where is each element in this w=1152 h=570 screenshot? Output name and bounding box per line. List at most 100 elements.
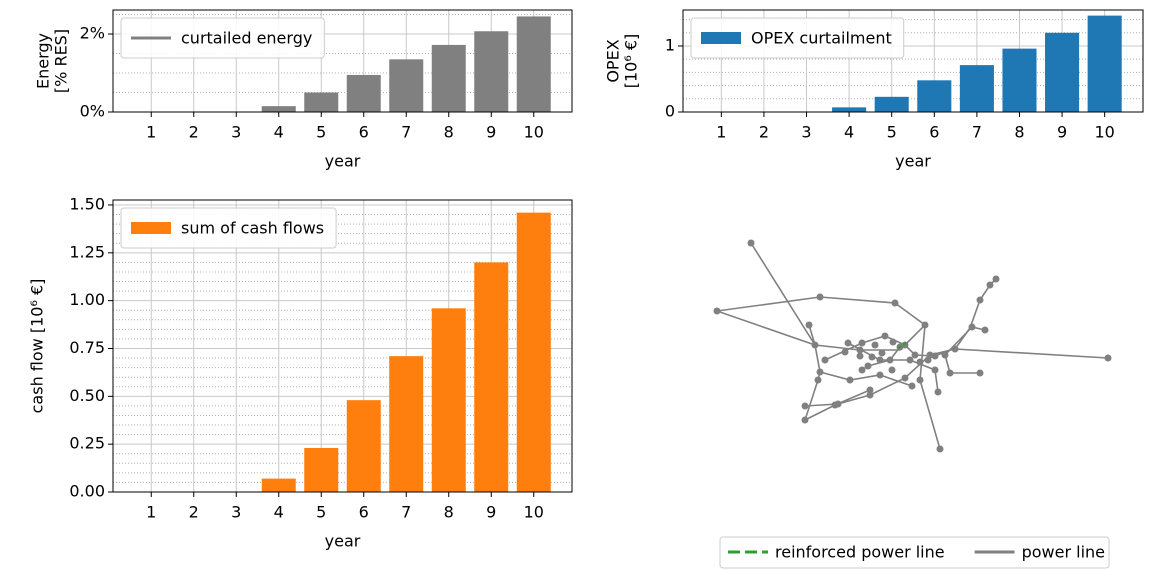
network-node xyxy=(921,321,929,329)
bar xyxy=(431,308,466,492)
network-node xyxy=(986,281,994,289)
network-node xyxy=(901,374,909,382)
y-axis-label: OPEX xyxy=(604,39,623,82)
x-tick-label: 3 xyxy=(231,503,241,522)
network-node xyxy=(856,352,864,360)
legend-label: reinforced power line xyxy=(775,543,945,562)
network-node xyxy=(713,307,721,315)
x-tick-label: 4 xyxy=(274,503,284,522)
bar xyxy=(304,447,339,492)
bar xyxy=(389,356,424,492)
y-tick-label: 0.00 xyxy=(69,482,105,501)
bar xyxy=(959,65,994,112)
x-tick-label: 6 xyxy=(359,123,369,142)
axes-frame xyxy=(112,9,573,113)
x-tick-label: 1 xyxy=(146,123,156,142)
network-node xyxy=(891,299,899,307)
network-node xyxy=(876,356,884,364)
legend-marker xyxy=(701,32,741,44)
network-node xyxy=(871,341,879,349)
network-node xyxy=(934,388,942,396)
bar xyxy=(1045,32,1080,112)
legend-box xyxy=(690,17,905,59)
network-node xyxy=(992,275,1000,283)
x-tick-label: 5 xyxy=(887,123,897,142)
network-node xyxy=(868,353,876,361)
network-node xyxy=(889,338,897,346)
network-node xyxy=(924,356,932,364)
network-node xyxy=(814,376,822,384)
network-node xyxy=(846,376,854,384)
y-axis-label: [% RES] xyxy=(52,29,71,93)
y-tick-label: 1.00 xyxy=(69,290,105,309)
network-node xyxy=(866,391,874,399)
x-tick-label: 4 xyxy=(844,123,854,142)
legend-label: power line xyxy=(1022,543,1105,562)
network-node xyxy=(858,339,866,347)
legend-box xyxy=(719,536,1110,569)
network-node xyxy=(908,382,916,390)
network-node xyxy=(911,351,919,359)
bar xyxy=(917,80,952,112)
x-tick-label: 10 xyxy=(524,123,544,142)
x-axis-label: year xyxy=(895,152,931,171)
x-tick-label: 8 xyxy=(444,123,454,142)
legend-box xyxy=(120,17,325,59)
x-tick-label: 5 xyxy=(316,123,326,142)
bar xyxy=(1087,15,1122,113)
network-node xyxy=(906,356,914,364)
axes-frame xyxy=(682,9,1144,113)
network-node xyxy=(816,368,824,376)
y-tick-label: 1 xyxy=(665,35,675,54)
power-line xyxy=(819,371,913,387)
y-axis-label: [10⁶ €] xyxy=(622,34,641,89)
reinforced-power-line xyxy=(897,342,907,349)
network-node xyxy=(916,358,924,366)
legend-label: sum of cash flows xyxy=(181,219,324,238)
bar xyxy=(1002,48,1037,112)
x-tick-label: 8 xyxy=(1014,123,1024,142)
network-node xyxy=(844,339,852,347)
network-node xyxy=(878,349,886,357)
network-node xyxy=(946,369,954,377)
bar xyxy=(474,31,509,112)
x-tick-label: 1 xyxy=(716,123,726,142)
x-tick-label: 10 xyxy=(524,503,544,522)
x-tick-label: 1 xyxy=(146,503,156,522)
y-tick-label: 0.50 xyxy=(69,386,105,405)
bar xyxy=(516,16,551,113)
x-tick-label: 9 xyxy=(486,503,496,522)
network-node xyxy=(886,356,894,364)
x-tick-label: 3 xyxy=(231,123,241,142)
network-node xyxy=(916,376,924,384)
x-tick-label: 9 xyxy=(1057,123,1067,142)
legend-label: OPEX curtailment xyxy=(751,29,892,48)
x-tick-label: 7 xyxy=(401,503,411,522)
legend-label: curtailed energy xyxy=(181,29,312,48)
network-node xyxy=(805,321,813,329)
x-tick-label: 2 xyxy=(189,123,199,142)
network-node xyxy=(831,401,839,409)
y-tick-label: 0 xyxy=(665,102,675,121)
axes-frame xyxy=(112,199,573,493)
y-tick-label: 0.75 xyxy=(69,338,105,357)
y-axis-label: cash flow [10⁶ €] xyxy=(28,279,47,414)
bar xyxy=(874,96,909,112)
network-node xyxy=(981,326,989,334)
network-node xyxy=(968,323,976,331)
bar xyxy=(346,400,381,492)
network-node xyxy=(801,416,809,424)
y-tick-label: 0% xyxy=(80,102,105,121)
bar xyxy=(346,74,381,112)
network-node xyxy=(951,345,959,353)
network-node xyxy=(976,296,984,304)
legend-box xyxy=(120,207,337,249)
network-node xyxy=(936,445,944,453)
x-tick-label: 6 xyxy=(929,123,939,142)
x-tick-label: 2 xyxy=(759,123,769,142)
network-node xyxy=(747,239,755,247)
network-node xyxy=(801,402,809,410)
y-tick-label: 0.25 xyxy=(69,434,105,453)
network-node xyxy=(821,356,829,364)
